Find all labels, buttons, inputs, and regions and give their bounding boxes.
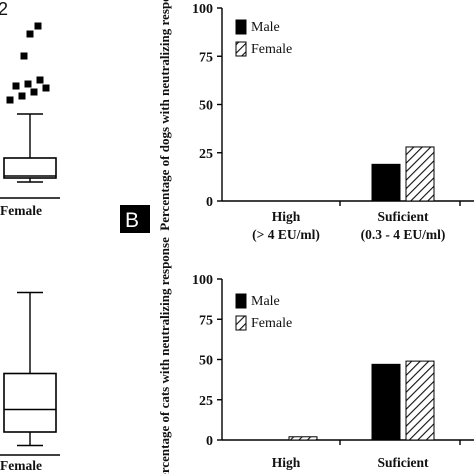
box [3, 157, 57, 179]
y-tick-label: 0 [206, 195, 213, 210]
bar-female [405, 146, 435, 202]
y-tick-label: 100 [192, 2, 213, 17]
bar-female [405, 360, 435, 441]
outlier-point [34, 22, 42, 30]
category-label: Suficient [377, 209, 429, 224]
legend-swatch-female [235, 315, 247, 331]
bar-chart-dogs: B B Percentage of dogs with neutralizing… [120, 0, 474, 242]
box-plot-bottom-marks [0, 291, 60, 456]
panel-label-b-box [120, 205, 150, 233]
outlier-point [20, 52, 28, 60]
bar-chart-cats: Percentage of cats with neutralizing res… [157, 237, 474, 474]
bar-chart-cats-marks: 0 25 50 75 100 High Suficient Male Female [192, 273, 474, 470]
bar-male [371, 163, 401, 202]
y-tick-label: 25 [199, 394, 213, 409]
outlier-point [6, 96, 14, 104]
y-axis-label-dogs: Percentage of dogs with neutralizing res… [157, 0, 172, 231]
panel-label-b-text: B [125, 209, 139, 232]
box-plot-bottom-xlabel: Female [0, 458, 42, 473]
box-plot-top: 2 Female [0, 0, 60, 218]
y-tick-label: 50 [199, 354, 213, 369]
bar-chart-dogs-marks: 0 25 50 75 100 High (> 4 EU/ml) Suficient (0.3 -… [192, 2, 474, 242]
legend-label-male: Male [251, 294, 280, 309]
outlier-point [42, 84, 50, 92]
legend-label-female: Female [251, 316, 292, 331]
legend-swatch-female [235, 41, 247, 57]
legend-swatch-male [235, 19, 247, 35]
bar-female [288, 436, 318, 441]
category-label: Suficient [377, 455, 429, 470]
y-tick-label: 0 [206, 434, 213, 449]
legend-swatch-male [235, 293, 247, 309]
category-label: High [272, 209, 301, 224]
box-plot-top-xlabel: Female [0, 203, 42, 218]
outlier-point [18, 92, 26, 100]
y-tick-label: 25 [199, 147, 213, 162]
legend-label-male: Male [251, 20, 280, 35]
outlier-point [26, 30, 34, 38]
legend-label-female: Female [251, 42, 292, 57]
category-sublabel: (> 4 EU/ml) [252, 227, 320, 242]
y-tick-label: 75 [199, 50, 213, 65]
category-sublabel: (0.3 - 4 EU/ml) [361, 227, 446, 242]
y-axis-label-cats: Percentage of cats with neutralizing res… [157, 237, 172, 474]
box-plot-bottom: Female [0, 291, 60, 473]
outlier-point [24, 80, 32, 88]
y-tick-label: 50 [199, 99, 213, 114]
category-label: High [272, 455, 301, 470]
y-tick-label: 100 [192, 273, 213, 288]
bar-male [371, 363, 401, 441]
y-tick-label: 75 [199, 313, 213, 328]
box-plot-top-marks [0, 22, 60, 199]
outlier-point [30, 88, 38, 96]
panel-label-fragment: 2 [0, 0, 8, 19]
outlier-point [12, 82, 20, 90]
box [3, 372, 57, 433]
outlier-point [36, 76, 44, 84]
